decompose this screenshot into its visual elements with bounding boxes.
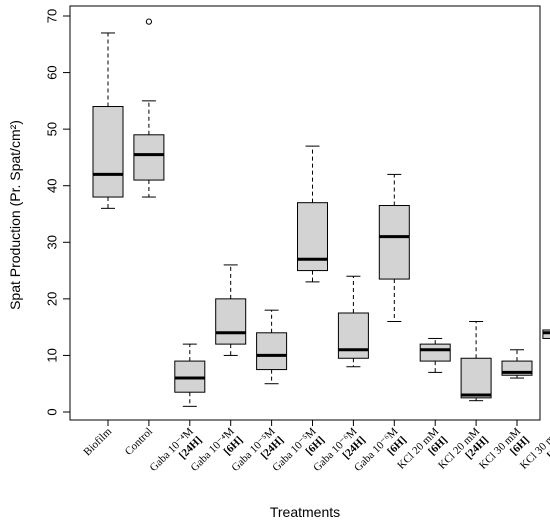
x-tick-label: KCl 20 mM[24H] <box>436 425 491 480</box>
y-tick-label: 70 <box>45 9 60 23</box>
x-tick-label: Gaba 10⁻⁶M[6H] <box>352 425 409 482</box>
box-group <box>419 337 451 373</box>
y-axis-title: Spat Production (Pr. Spat/cm²) <box>7 120 23 310</box>
plot-frame <box>69 5 541 421</box>
y-tick-label: 10 <box>45 348 60 362</box>
y-tick-label: 40 <box>45 178 60 192</box>
x-tick-label: KCl 20 mM[6H] <box>395 425 450 480</box>
box-group <box>337 275 369 368</box>
x-axis-title: Treatments <box>270 504 340 520</box>
box-group <box>174 343 206 407</box>
x-tick-label: KCl 30 mM[24H] <box>518 425 550 480</box>
box-iqr <box>256 332 288 371</box>
box-group <box>378 173 410 322</box>
box-iqr <box>460 357 492 399</box>
x-tick-label: Control <box>123 426 155 458</box>
y-tick-label: 20 <box>45 292 60 306</box>
y-tick-label: 0 <box>45 408 60 415</box>
box-group <box>215 264 247 356</box>
box-group <box>460 320 492 402</box>
box-group <box>501 349 533 379</box>
boxes <box>92 18 550 407</box>
box-iqr <box>337 312 369 359</box>
x-tick-label: KCl 30 mM[6H] <box>477 425 532 480</box>
box-iqr <box>419 343 451 362</box>
box-iqr <box>133 134 165 181</box>
box-group <box>297 145 328 283</box>
box-iqr <box>92 106 124 198</box>
y-tick-label: 50 <box>45 122 60 136</box>
y-axis: 0 10 20 30 40 50 60 70 <box>45 9 70 416</box>
y-tick-label: 30 <box>45 235 60 249</box>
box-group <box>92 32 124 209</box>
box-group <box>256 309 288 385</box>
box-iqr <box>215 298 247 345</box>
outlier-point <box>145 18 152 25</box>
box-group <box>133 18 165 198</box>
x-tick-label-line1: Control <box>123 426 155 458</box>
x-tick-label-line1: Biofilm <box>81 425 114 458</box>
y-tick-label: 60 <box>45 65 60 79</box>
box-group <box>542 329 550 339</box>
x-tick-label: Biofilm <box>81 425 114 458</box>
box-iqr <box>378 205 410 280</box>
